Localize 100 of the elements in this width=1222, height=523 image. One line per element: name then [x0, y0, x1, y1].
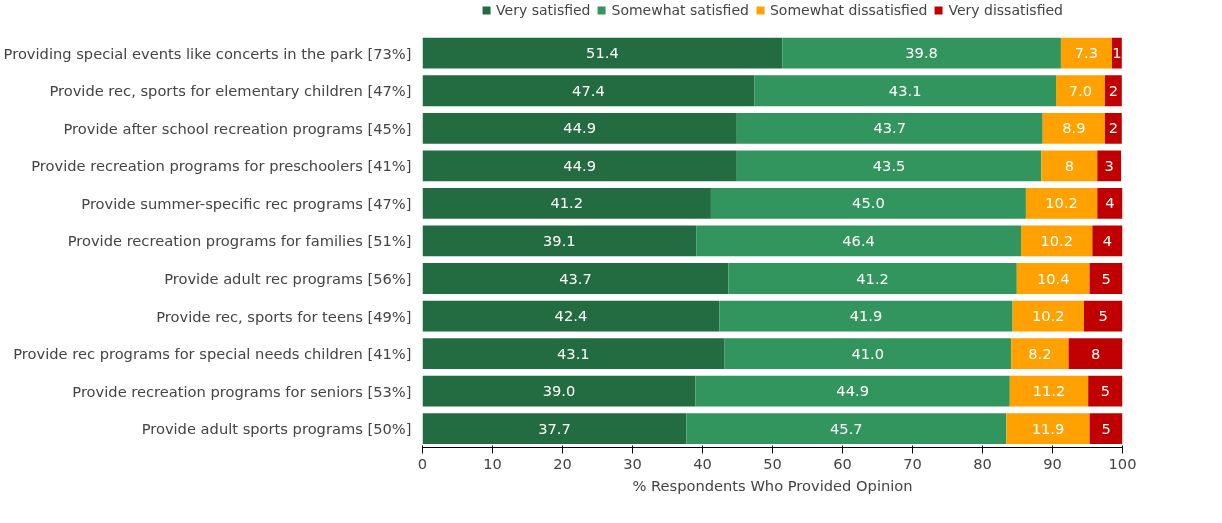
y-tick-label: Provide adult rec programs [56%]	[164, 270, 412, 288]
bar	[728, 263, 1017, 294]
data-label: 3	[1104, 156, 1114, 174]
data-label: 11.9	[1031, 419, 1065, 437]
data-label: 42.4	[554, 307, 588, 325]
data-label: 7.0	[1068, 81, 1093, 99]
data-label: 5	[1101, 269, 1111, 287]
data-label: 47.4	[572, 81, 605, 99]
y-tick-label: Provide adult sports programs [50%]	[141, 420, 412, 438]
data-label: 43.5	[872, 156, 906, 174]
bar	[1012, 300, 1084, 332]
data-label: 44.9	[563, 119, 596, 137]
data-label: 46.4	[842, 231, 875, 249]
data-label: 4	[1105, 194, 1115, 212]
bar	[1016, 263, 1090, 294]
data-label: 43.1	[888, 81, 922, 99]
bar	[1006, 413, 1090, 445]
data-label: 5	[1100, 382, 1111, 400]
y-tick-label: Provide rec programs for special needs children [41%]	[13, 345, 412, 363]
data-label: 43.7	[873, 119, 907, 137]
data-label: 8.9	[1062, 119, 1086, 137]
bar	[1097, 150, 1122, 182]
y-tick-label: Provide recreation programs for preschoolers [41%]	[31, 157, 412, 175]
data-label: 51.4	[586, 44, 619, 62]
y-tick-label: Provide summer-specific rec programs [47%]	[81, 194, 412, 212]
bar	[696, 225, 1021, 257]
data-label: 41.0	[851, 344, 885, 362]
bar	[1021, 225, 1093, 257]
bar	[422, 263, 729, 294]
data-label: 11.2	[1032, 382, 1066, 400]
data-label: 2	[1108, 119, 1119, 137]
data-label: 39.8	[905, 44, 938, 62]
legend-label: Very satisfied	[496, 2, 591, 18]
x-tick-label: 80	[973, 454, 992, 472]
bar	[422, 150, 737, 182]
y-tick-label: Providing special events like concerts in the park [73%]	[3, 44, 412, 62]
bar	[1025, 188, 1098, 219]
y-tick-label: Provide recreation programs for seniors [53%]	[72, 382, 412, 400]
data-label: 44.9	[563, 156, 596, 174]
data-label: 41.2	[856, 269, 889, 287]
bar	[1060, 37, 1112, 69]
bar	[695, 375, 1010, 407]
bar	[1112, 37, 1122, 69]
bar	[710, 188, 1026, 219]
x-tick-label: 100	[1108, 454, 1137, 472]
data-label: 4	[1102, 231, 1113, 249]
bar	[422, 338, 725, 370]
x-tick-label: 90	[1043, 454, 1062, 472]
bar	[1041, 150, 1098, 182]
bar	[1089, 413, 1123, 445]
bar	[1011, 338, 1069, 370]
bar	[1088, 375, 1123, 407]
x-tick-label: 60	[833, 454, 852, 472]
data-label: 43.1	[557, 344, 590, 362]
data-label: 41.2	[550, 194, 584, 212]
y-tick-label: Provide rec, sports for elementary children [47%]	[49, 82, 412, 100]
data-label: 45.0	[852, 194, 885, 212]
data-label: 10.2	[1040, 231, 1074, 249]
bar	[1089, 263, 1123, 294]
bar	[1068, 338, 1123, 370]
bar	[782, 37, 1061, 69]
data-label: 10.2	[1045, 194, 1078, 212]
bar	[754, 75, 1056, 107]
bar	[724, 338, 1012, 370]
bar	[422, 375, 696, 407]
y-tick-label: Provide rec, sports for teens [49%]	[156, 307, 412, 325]
legend-label: Very dissatisfied	[948, 2, 1063, 18]
bar	[1084, 300, 1123, 332]
bar	[1105, 112, 1122, 144]
bar	[422, 188, 711, 219]
bar	[719, 300, 1013, 332]
data-label: 44.9	[836, 382, 869, 400]
data-label: 39.1	[543, 231, 576, 249]
y-tick-label: Provide after school recreation programs [45%]	[63, 119, 412, 137]
y-tick-label: Provide recreation programs for families [51%]	[67, 232, 412, 250]
legend-label: Somewhat dissatisfied	[769, 2, 928, 18]
x-tick-label: 10	[483, 454, 502, 472]
data-label: 10.2	[1031, 307, 1065, 325]
bar	[422, 37, 783, 69]
bar	[422, 413, 687, 445]
x-tick-label: 40	[693, 454, 712, 472]
bar	[422, 225, 697, 257]
data-label: 2	[1108, 81, 1119, 99]
x-axis-title: % Respondents Who Provided Opinion	[632, 476, 913, 494]
bar	[1092, 225, 1123, 257]
x-tick-label: 50	[763, 454, 782, 472]
data-label: 45.7	[830, 419, 863, 437]
data-label: 41.9	[849, 307, 883, 325]
data-label: 1	[1112, 44, 1122, 62]
bar	[736, 150, 1042, 182]
x-tick-label: 30	[623, 454, 642, 472]
bar	[1009, 375, 1089, 407]
data-label: 43.7	[559, 269, 592, 287]
data-label: 8	[1090, 344, 1101, 362]
data-label: 7.3	[1074, 44, 1099, 62]
bar	[422, 300, 720, 332]
legend-label: Somewhat satisfied	[611, 2, 749, 18]
bar	[422, 75, 755, 107]
x-tick-label: 70	[903, 454, 922, 472]
x-tick-label: 20	[553, 454, 572, 472]
